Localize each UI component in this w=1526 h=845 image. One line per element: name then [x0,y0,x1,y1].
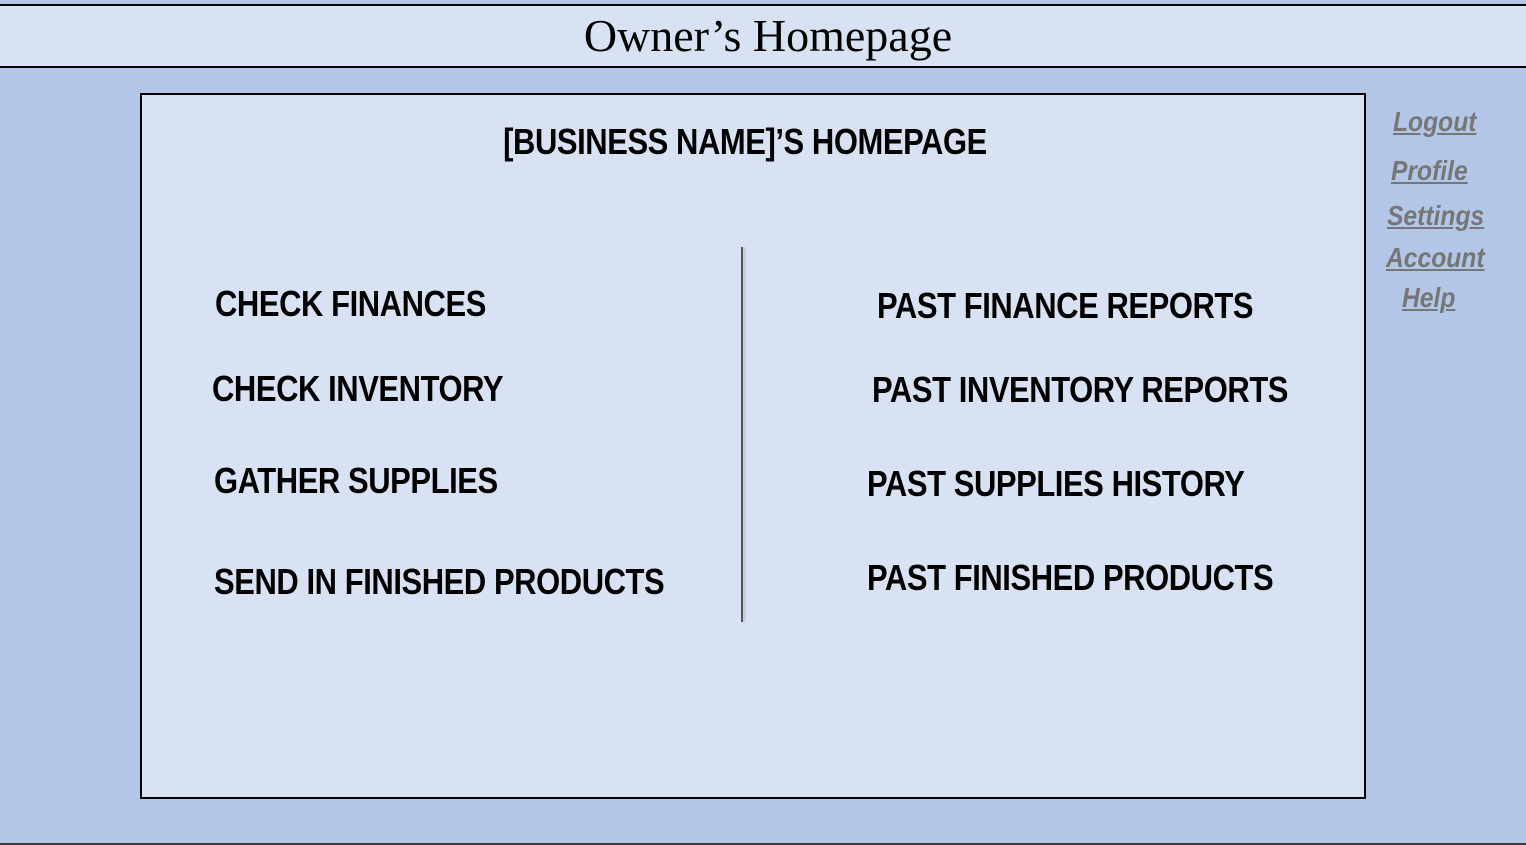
help-link[interactable]: Help [1402,282,1456,313]
settings-link[interactable]: Settings [1387,200,1485,231]
page-title: Owner’s Homepage [583,10,953,61]
check-inventory-button[interactable]: CHECK INVENTORY [212,368,504,409]
main-panel: [BUSINESS NAME]’S HOMEPAGE CHECK FINANCE… [140,93,1366,799]
past-finished-products-button[interactable]: PAST FINISHED PRODUCTS [867,557,1274,598]
past-supplies-history-button[interactable]: PAST SUPPLIES HISTORY [867,463,1245,504]
logout-link[interactable]: Logout [1393,106,1477,137]
send-finished-products-button[interactable]: SEND IN FINISHED PRODUCTS [214,561,665,602]
gather-supplies-button[interactable]: GATHER SUPPLIES [214,460,498,501]
vertical-divider [741,247,743,622]
side-nav: Logout Profile Settings Account Help [1366,100,1526,340]
header-bar: Owner’s Homepage [0,4,1526,68]
account-link[interactable]: Account [1386,242,1485,273]
check-finances-button[interactable]: CHECK FINANCES [215,283,486,324]
past-finance-reports-button[interactable]: PAST FINANCE REPORTS [877,285,1254,326]
profile-link[interactable]: Profile [1391,155,1468,186]
business-homepage-title: [BUSINESS NAME]’S HOMEPAGE [503,121,987,162]
past-inventory-reports-button[interactable]: PAST INVENTORY REPORTS [872,369,1289,410]
